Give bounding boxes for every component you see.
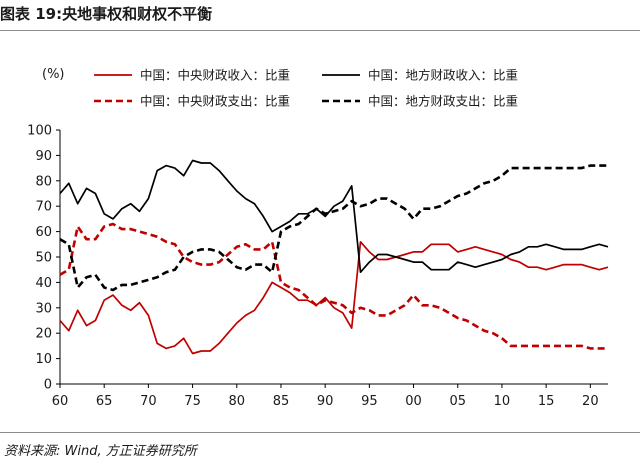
y-tick-label: 100 xyxy=(27,124,52,139)
x-tick-label: 75 xyxy=(184,394,201,409)
y-tick-label: 30 xyxy=(35,301,52,316)
x-tick-label: 80 xyxy=(229,394,246,409)
y-tick-label: 40 xyxy=(35,276,52,291)
x-tick-label: 90 xyxy=(317,394,334,409)
series-line-4 xyxy=(59,164,608,292)
x-tick-label: 00 xyxy=(405,394,422,409)
x-tick-label: 70 xyxy=(140,394,157,409)
y-tick-label: 0 xyxy=(44,378,52,393)
legend-label-4: 中国：地方财政支出：比重 xyxy=(368,94,518,109)
figure-title: 图表 19:央地事权和财权不平衡 xyxy=(0,5,213,23)
x-tick-label: 65 xyxy=(96,394,113,409)
legend-label-2: 中国：地方财政收入：比重 xyxy=(368,68,518,83)
x-tick-label: 95 xyxy=(361,394,378,409)
x-tick-label: 05 xyxy=(449,394,466,409)
source-note: 资料来源: Wind, 方正证券研究所 xyxy=(4,444,197,459)
chart-series xyxy=(59,159,609,355)
x-tick-label: 85 xyxy=(273,394,290,409)
title-divider xyxy=(0,30,640,31)
x-tick-label: 15 xyxy=(538,394,555,409)
y-tick-label: 20 xyxy=(35,327,52,342)
legend-label-3: 中国：中央财政支出：比重 xyxy=(140,94,290,109)
y-tick-label: 70 xyxy=(35,200,52,215)
x-tick-label: 10 xyxy=(494,394,511,409)
y-tick-label: 80 xyxy=(35,174,52,189)
x-tick-label: 20 xyxy=(582,394,599,409)
series-line-3 xyxy=(59,222,608,350)
x-tick-label: 60 xyxy=(52,394,69,409)
chart-axes: 0 10 20 30 40 50 60 70 80 90 100 60 65 70 75 80 85 90 95 00… xyxy=(27,124,608,409)
series-line-1 xyxy=(59,240,609,355)
y-tick-label: 10 xyxy=(35,352,52,367)
y-tick-label: 50 xyxy=(35,251,52,266)
source-divider xyxy=(0,432,640,433)
y-axis-unit-label: (%) xyxy=(42,67,65,82)
line-chart: (%) 中国：中央财政收入：比重 中国：地方财政收入：比重中国：中央财政支出：比重… xyxy=(27,67,609,409)
y-tick-label: 60 xyxy=(35,225,52,240)
legend-label-1: 中国：中央财政收入：比重 xyxy=(140,68,290,83)
y-tick-label: 90 xyxy=(35,149,52,164)
series-line-2 xyxy=(59,159,609,274)
